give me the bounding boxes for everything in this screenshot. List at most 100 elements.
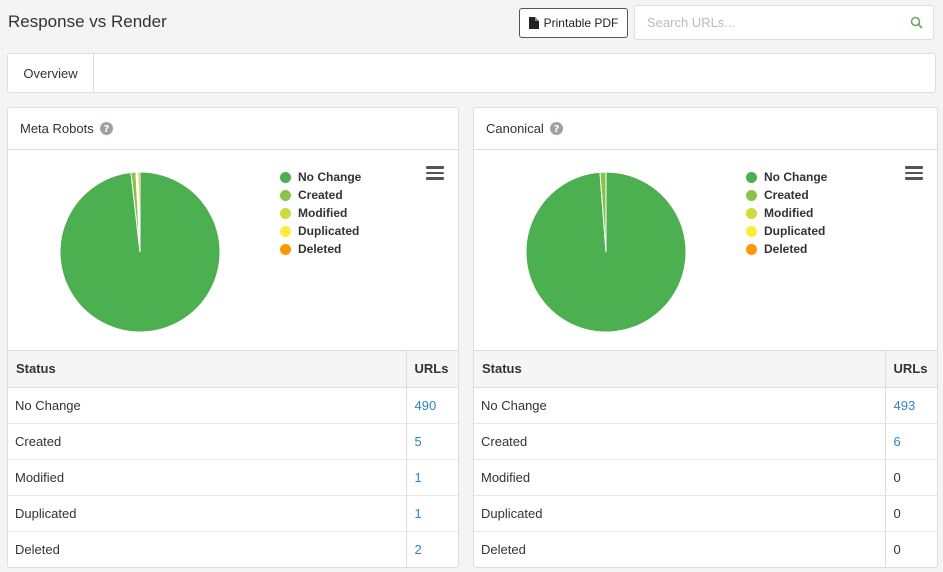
url-count: 0 xyxy=(893,541,901,557)
url-count-link[interactable]: 490 xyxy=(414,397,437,413)
legend-dot xyxy=(280,189,291,201)
panel-title: Canonical xyxy=(486,121,544,136)
legend-dot xyxy=(746,243,757,255)
urls-cell: 1 xyxy=(405,495,458,532)
tab-bar: Overview xyxy=(7,53,936,93)
legend-dot xyxy=(746,171,757,183)
url-count: 0 xyxy=(893,469,901,485)
legend-dot xyxy=(280,243,291,255)
table-row: Created 6 xyxy=(474,423,937,460)
status-column-header: Status xyxy=(474,351,885,388)
table-body: No Change 490 Created 5 Modified 1 Duplicated 1… xyxy=(8,387,458,567)
urls-cell: 490 xyxy=(405,387,458,424)
search-input[interactable] xyxy=(635,6,905,39)
panel-header: Meta Robots ? xyxy=(8,108,458,150)
chart-menu-icon[interactable] xyxy=(905,166,923,180)
document-icon xyxy=(528,17,539,29)
page-title: Response vs Render xyxy=(8,12,167,31)
table-row: Modified 0 xyxy=(474,459,937,496)
urls-column-header: URLs xyxy=(405,351,458,388)
status-table: Status URLs No Change 493 Created 6 Modified… xyxy=(474,351,937,567)
chart-legend: No Change Created Modified Duplicated De… xyxy=(746,168,827,258)
table-row: Duplicated 0 xyxy=(474,495,937,532)
legend-label: Created xyxy=(298,188,343,202)
printable-pdf-button[interactable]: Printable PDF xyxy=(519,8,628,38)
legend-label: No Change xyxy=(764,170,828,184)
legend-item-deleted[interactable]: Deleted xyxy=(280,240,361,258)
legend-item-created[interactable]: Created xyxy=(280,186,361,204)
urls-cell: 0 xyxy=(884,495,937,532)
urls-cell: 2 xyxy=(405,531,458,567)
legend-label: Modified xyxy=(764,206,814,220)
status-cell: No Change xyxy=(474,387,885,424)
legend-label: Duplicated xyxy=(298,224,360,238)
status-cell: Duplicated xyxy=(474,495,885,532)
legend-label: Deleted xyxy=(764,242,808,256)
status-cell: No Change xyxy=(8,387,406,424)
legend-dot xyxy=(280,225,291,237)
table-body: No Change 493 Created 6 Modified 0 Duplicated 0… xyxy=(474,387,937,567)
legend-item-modified[interactable]: Modified xyxy=(746,204,827,222)
table-row: Modified 1 xyxy=(8,459,458,496)
help-icon[interactable]: ? xyxy=(549,122,563,135)
legend-label: No Change xyxy=(298,170,362,184)
urls-column-header: URLs xyxy=(884,351,937,388)
legend-item-created[interactable]: Created xyxy=(746,186,827,204)
tab-overview[interactable]: Overview xyxy=(8,54,94,92)
status-cell: Modified xyxy=(474,459,885,496)
legend-item-modified[interactable]: Modified xyxy=(280,204,361,222)
url-count-link[interactable]: 5 xyxy=(414,433,422,449)
legend-item-no-change[interactable]: No Change xyxy=(280,168,361,186)
url-count-link[interactable]: 6 xyxy=(893,433,901,449)
legend-dot xyxy=(280,207,291,219)
search-icon[interactable] xyxy=(910,16,923,29)
urls-cell: 6 xyxy=(884,423,937,460)
legend-label: Duplicated xyxy=(764,224,826,238)
panel-header: Canonical ? xyxy=(474,108,937,150)
status-cell: Created xyxy=(8,423,406,460)
status-cell: Created xyxy=(474,423,885,460)
url-count-link[interactable]: 1 xyxy=(414,505,422,521)
printable-pdf-label: Printable PDF xyxy=(543,16,619,30)
legend-dot xyxy=(746,207,757,219)
urls-cell: 493 xyxy=(884,387,937,424)
url-count-link[interactable]: 493 xyxy=(893,397,916,413)
urls-cell: 0 xyxy=(884,531,937,567)
table-row: No Change 493 xyxy=(474,387,937,424)
status-column-header: Status xyxy=(8,351,406,388)
urls-cell: 5 xyxy=(405,423,458,460)
url-count: 0 xyxy=(893,505,901,521)
legend-item-duplicated[interactable]: Duplicated xyxy=(746,222,827,240)
meta-robots-pie-chart xyxy=(59,171,221,333)
chart-menu-icon[interactable] xyxy=(426,166,444,180)
legend-item-no-change[interactable]: No Change xyxy=(746,168,827,186)
legend-label: Deleted xyxy=(298,242,342,256)
legend-label: Created xyxy=(764,188,809,202)
table-row: Duplicated 1 xyxy=(8,495,458,532)
legend-dot xyxy=(280,171,291,183)
legend-item-duplicated[interactable]: Duplicated xyxy=(280,222,361,240)
search-box xyxy=(634,5,934,40)
pie-slice-created[interactable] xyxy=(599,171,607,253)
panel-title: Meta Robots xyxy=(20,121,94,136)
svg-text:?: ? xyxy=(103,124,109,135)
pie-slice-deleted[interactable] xyxy=(137,171,141,253)
table-row: Deleted 0 xyxy=(474,531,937,567)
legend-dot xyxy=(746,225,757,237)
meta-robots-panel: Meta Robots ? No Change Created Modified… xyxy=(7,107,459,568)
svg-text:?: ? xyxy=(553,124,559,135)
status-table: Status URLs No Change 490 Created 5 Modified… xyxy=(8,351,458,567)
url-count-link[interactable]: 1 xyxy=(414,469,422,485)
table-row: Deleted 2 xyxy=(8,531,458,567)
help-icon[interactable]: ? xyxy=(99,122,113,135)
chart-legend: No Change Created Modified Duplicated De… xyxy=(280,168,361,258)
legend-label: Modified xyxy=(298,206,348,220)
urls-cell: 1 xyxy=(405,459,458,496)
status-cell: Deleted xyxy=(481,541,526,557)
canonical-panel: Canonical ? No Change Created Modified D… xyxy=(473,107,938,568)
status-cell: Duplicated xyxy=(8,495,406,532)
chart-area: No Change Created Modified Duplicated De… xyxy=(8,150,458,351)
url-count-link[interactable]: 2 xyxy=(414,541,422,557)
legend-item-deleted[interactable]: Deleted xyxy=(746,240,827,258)
canonical-pie-chart xyxy=(525,171,687,333)
